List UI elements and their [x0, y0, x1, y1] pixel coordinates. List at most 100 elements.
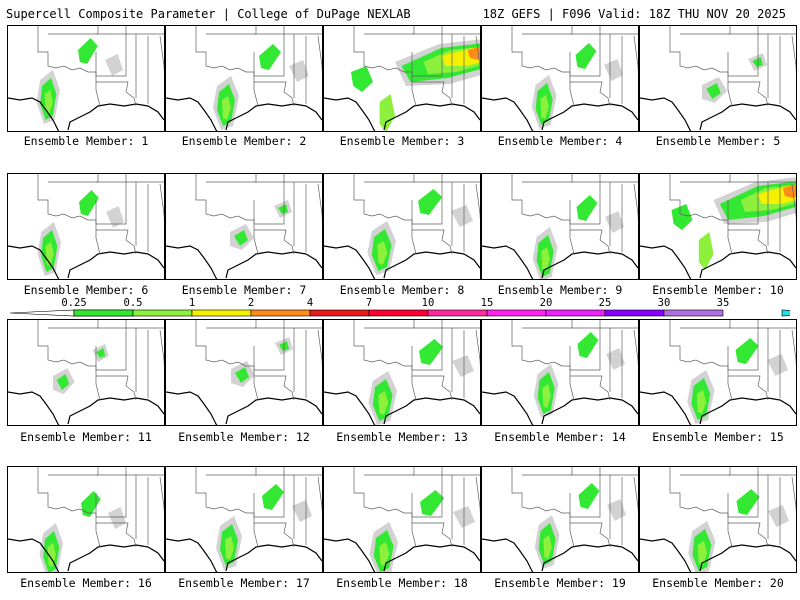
state-border: [206, 320, 285, 329]
state-border: [159, 183, 164, 221]
scp-contour-fill: [278, 204, 288, 214]
state-border: [569, 474, 601, 518]
ensemble-member-map: [165, 25, 323, 132]
state-border: [206, 174, 285, 183]
colorbar-tick-label: 0.25: [61, 297, 87, 309]
colorbar-tick-label: 1: [188, 297, 196, 309]
coastline: [541, 544, 638, 572]
colorbar-tick-label: 25: [598, 297, 612, 309]
state-border: [633, 476, 638, 514]
scp-contour-fill: [235, 367, 249, 383]
colorbar-segment: [545, 309, 606, 317]
coastline: [640, 538, 692, 572]
map-canvas: [166, 467, 322, 572]
state-border: [633, 183, 638, 221]
scp-contour-fill: [467, 46, 480, 60]
colorbar-tick-label: 35: [716, 297, 730, 309]
scp-contour-fill: [44, 90, 53, 114]
coastline: [383, 544, 480, 572]
scp-contour-fill: [420, 490, 445, 516]
state-border: [317, 35, 322, 73]
ensemble-member-map: [323, 319, 481, 426]
scp-contour-fill: [56, 374, 70, 390]
coastline: [166, 538, 218, 572]
map-canvas: [324, 174, 480, 279]
map-canvas: [482, 467, 638, 572]
state-border: [728, 375, 769, 401]
colorbar-tick-label: 20: [539, 297, 553, 309]
state-border: [412, 81, 453, 107]
map-canvas: [166, 174, 322, 279]
scp-contour-fill: [419, 339, 444, 365]
coastline: [8, 538, 60, 572]
coastline: [640, 245, 692, 279]
colorbar-tick-label: 4: [306, 297, 314, 309]
state-border: [411, 474, 443, 518]
state-border: [95, 474, 127, 518]
state-border: [95, 327, 127, 371]
scp-contour-fill: [575, 43, 597, 69]
map-canvas: [8, 467, 164, 572]
state-border: [570, 229, 611, 255]
state-border: [569, 33, 601, 77]
scp-contour-fill: [541, 247, 550, 271]
state-border: [680, 174, 759, 183]
scp-contour-fill: [576, 195, 598, 221]
colorbar-segment: [309, 309, 370, 317]
colorbar-tick-label: 10: [421, 297, 435, 309]
state-border: [411, 181, 443, 225]
scp-contour-fill: [697, 541, 708, 565]
state-border: [317, 476, 322, 514]
map-canvas: [324, 320, 480, 425]
state-border: [475, 476, 480, 514]
coastline: [166, 245, 218, 279]
state-border: [511, 174, 575, 255]
state-border: [37, 320, 101, 401]
coastline: [166, 391, 218, 425]
ensemble-member-label: Ensemble Member: 5: [655, 134, 781, 148]
scp-contour-fill: [577, 332, 599, 358]
scp-contour-fill: [96, 348, 106, 358]
coastline: [225, 251, 322, 279]
scp-contour-fill: [262, 484, 284, 510]
state-border: [159, 329, 164, 367]
colorbar-tick-label: 30: [657, 297, 671, 309]
state-border: [253, 327, 285, 371]
state-border: [680, 467, 759, 476]
scp-contour-fill: [106, 206, 124, 228]
scp-contour-fill: [379, 94, 395, 131]
ensemble-member-map: [7, 466, 165, 573]
colorbar-segment: [132, 309, 193, 317]
state-border: [669, 26, 733, 107]
ensemble-member-map: [481, 466, 639, 573]
scp-contour-fill: [378, 391, 389, 415]
colorbar-segment: [604, 309, 665, 317]
state-border: [253, 33, 285, 77]
coastline: [225, 544, 322, 572]
state-border: [569, 181, 601, 225]
ensemble-member-map: [639, 25, 797, 132]
colorbar-segment: [427, 309, 488, 317]
scp-contour-fill: [735, 338, 759, 364]
coastline: [640, 97, 692, 131]
state-border: [511, 26, 575, 107]
coastline: [324, 538, 376, 572]
state-border: [96, 81, 137, 107]
state-border: [522, 174, 601, 183]
state-border: [253, 181, 285, 225]
state-border: [95, 181, 127, 225]
ensemble-member-label: Ensemble Member: 20: [652, 576, 784, 590]
state-border: [680, 26, 759, 35]
state-border: [511, 467, 575, 548]
state-border: [727, 33, 759, 77]
map-canvas: [324, 26, 480, 131]
coastline: [225, 103, 322, 131]
coastline: [8, 97, 60, 131]
ensemble-member-map: [7, 25, 165, 132]
state-border: [353, 320, 417, 401]
map-canvas: [482, 320, 638, 425]
coastline: [541, 251, 638, 279]
ensemble-member-label: Ensemble Member: 15: [652, 430, 784, 444]
ensemble-member-label: Ensemble Member: 17: [178, 576, 310, 590]
scp-contour-fill: [543, 535, 552, 559]
